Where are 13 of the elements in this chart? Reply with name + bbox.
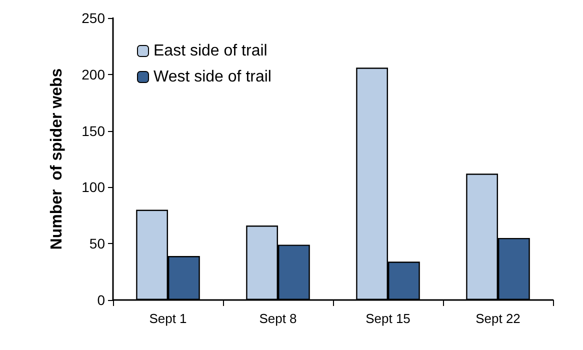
y-tick-label: 150: [82, 122, 106, 139]
x-tick-label: Sept 15: [366, 311, 410, 326]
y-tick-label: 100: [82, 179, 106, 196]
y-tick-label: 200: [82, 66, 106, 82]
y-axis-title: Number of spider webs: [48, 68, 66, 250]
x-tick-label: Sept 22: [476, 311, 520, 326]
legend-label: West side of trail: [154, 68, 272, 86]
legend-label: East side of trail: [154, 42, 268, 60]
x-tick-label: Sept 8: [259, 311, 297, 326]
y-tick-label: 0: [97, 292, 106, 308]
y-tick-label: 250: [82, 10, 106, 26]
y-tick-label: 50: [89, 236, 106, 252]
x-tick-label: Sept 1: [149, 311, 187, 326]
